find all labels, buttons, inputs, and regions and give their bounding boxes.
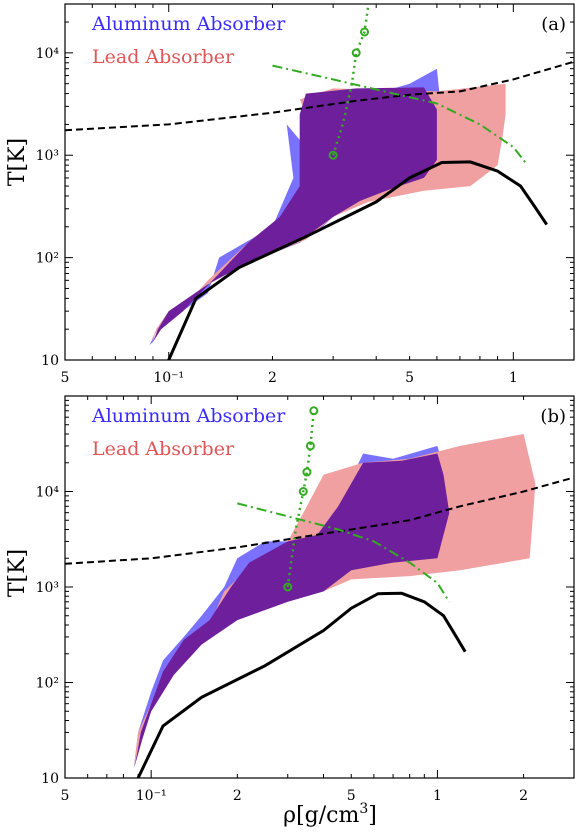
- legend-lead-absorber: Lead Absorber: [92, 46, 235, 68]
- x-tick-label: 5: [61, 370, 70, 386]
- y-tick-label: 10: [41, 771, 59, 787]
- x-tick-label: 5: [347, 788, 356, 804]
- panel-label: (b): [540, 406, 566, 427]
- line-green-dotted: [331, 4, 370, 156]
- line-black-solid: [136, 591, 467, 778]
- x-tick-label: 5: [405, 370, 414, 386]
- line-black-dashed: [65, 60, 574, 132]
- marker-green-dotted: [309, 406, 319, 416]
- marker-green-dotted: [298, 487, 308, 496]
- legend-aluminum-absorber: Aluminum Absorber: [91, 405, 286, 427]
- x-tick-label: 1: [509, 370, 518, 386]
- marker-green-dotted: [360, 27, 370, 37]
- y-tick-label: 10³: [36, 148, 59, 164]
- y-tick-label: 10⁴: [36, 485, 60, 501]
- y-tick-label: 10²: [36, 676, 59, 692]
- x-tick-label: 5: [61, 788, 70, 804]
- line-green-dotted: [286, 410, 316, 588]
- panel-a: 5 10⁻¹ 2 5 1 10 10² 10³ 10⁴ Aluminum Absorber Lead…: [36, 3, 575, 386]
- line-green-dashdot: [237, 502, 451, 603]
- y-tick-label: 10⁴: [36, 46, 60, 62]
- y-axis-label-b: T[K]: [5, 549, 30, 597]
- panel-b: 5 10⁻¹ 2 5 1 2 10 10² 10³ 10⁴ Aluminum Absorber Lea…: [36, 395, 575, 804]
- x-tick-label: 1: [433, 788, 442, 804]
- y-tick-label: 10²: [36, 251, 59, 267]
- x-tick-label: 2: [268, 370, 277, 386]
- x-axis-label: ρ[g/cm3]: [283, 801, 377, 828]
- y-axis-label-a: T[K]: [5, 138, 30, 186]
- region-overlap: [135, 453, 450, 764]
- plot-frame: [64, 3, 575, 361]
- marker-green-dotted: [305, 441, 315, 451]
- region-overlap: [153, 87, 437, 343]
- x-axis-label-close: ]: [368, 803, 377, 828]
- legend-aluminum-absorber: Aluminum Absorber: [91, 13, 286, 35]
- legend-lead-absorber: Lead Absorber: [92, 438, 235, 460]
- line-black-dashed: [65, 476, 574, 565]
- x-tick-label: 2: [519, 788, 528, 804]
- marker-green-dotted: [328, 150, 338, 160]
- y-tick-label: 10³: [36, 580, 59, 596]
- region-lead-absorber: [133, 434, 536, 768]
- x-tick-label: 10⁻¹: [153, 370, 184, 386]
- plot-area: [65, 4, 574, 360]
- marker-green-dotted: [351, 48, 361, 58]
- y-tick-label: 10: [41, 353, 59, 369]
- line-black-solid: [167, 160, 548, 360]
- plot-area: [65, 406, 574, 778]
- panel-label: (a): [541, 14, 566, 35]
- x-tick-label: 2: [233, 788, 242, 804]
- marker-green-dotted: [283, 582, 293, 592]
- x-tick-label: 10⁻¹: [136, 788, 167, 804]
- line-green-dashdot: [272, 64, 529, 166]
- x-axis-label-main: ρ[g/cm: [283, 803, 359, 828]
- x-axis-label-sup: 3: [359, 801, 368, 817]
- marker-green-dotted: [302, 467, 312, 477]
